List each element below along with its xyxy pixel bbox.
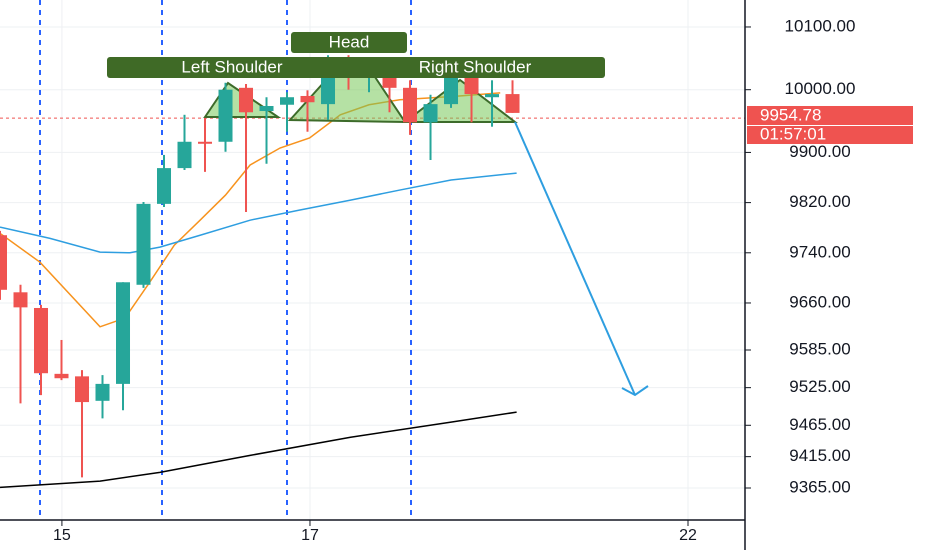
price-axis-bg — [745, 0, 932, 550]
label-box — [107, 57, 357, 78]
label-box — [291, 32, 407, 53]
candle-body — [0, 235, 7, 290]
candle-body — [239, 87, 254, 113]
candle-body — [136, 203, 151, 285]
annotation: Head — [329, 32, 370, 51]
y-tick-label: 9525.00 — [789, 377, 850, 396]
countdown-tag — [747, 126, 913, 144]
time-axis-bg — [0, 520, 745, 550]
right-shoulder-shape — [402, 78, 518, 123]
candle-body — [34, 307, 49, 374]
x-tick-label: 17 — [301, 527, 319, 544]
candle-body — [300, 95, 315, 103]
candle-body — [423, 104, 438, 123]
labels: Head Left Shoulder Right Shoulder — [107, 32, 605, 78]
moving-average — [0, 172, 517, 254]
candle-body — [95, 383, 110, 401]
candle-body — [198, 141, 213, 144]
y-tick-label: 9900.00 — [789, 142, 850, 161]
projection-arrow — [514, 121, 649, 397]
session-lines — [39, 0, 412, 520]
y-tick-label: 10000.00 — [785, 79, 856, 98]
y-tick-label: 9740.00 — [789, 242, 850, 261]
candle-body — [116, 282, 131, 384]
y-tick-label: 9465.00 — [789, 415, 850, 434]
candle-body — [280, 97, 295, 105]
arrow-head — [621, 385, 649, 397]
y-tick-label: 10100.00 — [785, 16, 856, 35]
candle-body — [13, 292, 28, 308]
candle-body — [75, 376, 90, 403]
candle-body — [54, 373, 69, 379]
y-tick-label: 9365.00 — [789, 477, 850, 496]
arrow-line — [514, 121, 636, 396]
y-tick-label: 9415.00 — [789, 446, 850, 465]
x-tick-label: 15 — [53, 527, 71, 544]
x-tick-label: 22 — [679, 527, 697, 544]
last-price-label: 9954.78 — [760, 105, 821, 124]
label-box — [345, 57, 605, 78]
candle-body — [403, 87, 418, 123]
y-tick-label: 9820.00 — [789, 192, 850, 211]
candle-body — [505, 94, 520, 113]
annotation: Right Shoulder — [419, 57, 532, 76]
countdown: 01:57:01 — [760, 124, 826, 143]
candle-body — [157, 168, 172, 204]
candle-body — [259, 106, 274, 112]
candle-body — [218, 89, 233, 142]
y-tick-label: 9585.00 — [789, 339, 850, 358]
y-tick-label: 9660.00 — [789, 292, 850, 311]
candle-body — [177, 141, 192, 169]
price-tag — [747, 106, 913, 125]
axes: 10100.00 10000.00 9900.00 9820.00 9740.00 966… — [53, 16, 855, 544]
annotation: Left Shoulder — [181, 57, 282, 76]
moving-average — [0, 411, 517, 489]
moving-average — [0, 92, 501, 328]
candle-body — [485, 94, 500, 98]
